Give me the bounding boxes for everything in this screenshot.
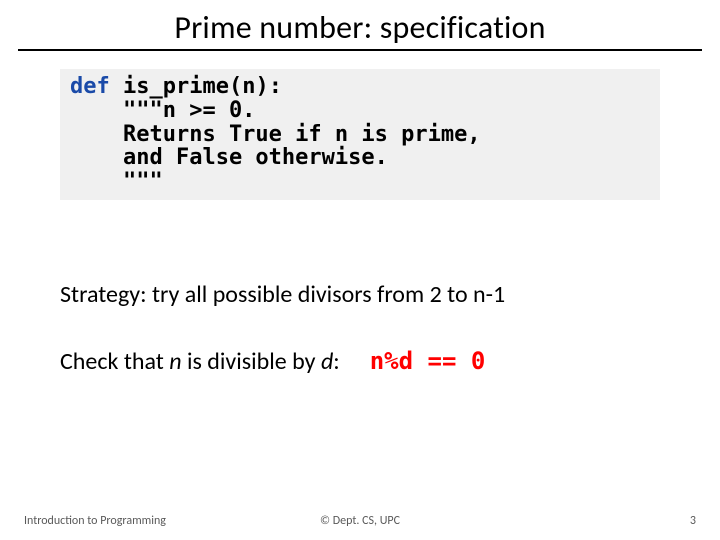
code-line1-rest: is_prime(n): <box>110 74 282 99</box>
footer-center: © Dept. CS, UPC <box>0 514 720 528</box>
code-block: def is_prime(n): """n >= 0. Returns True… <box>60 69 660 200</box>
check-text: Check that n is divisible by d: <box>60 347 340 376</box>
slide: Prime number: specification def is_prime… <box>0 0 720 540</box>
code-keyword: def <box>70 74 110 99</box>
check-code: n%d == 0 <box>370 347 486 375</box>
code-line5: """ <box>70 169 163 194</box>
title-underline <box>18 49 702 51</box>
code-line3: Returns True if n is prime, <box>70 122 481 147</box>
check-suffix: : <box>333 347 339 376</box>
footer-page-number: 3 <box>690 514 696 528</box>
strategy-text: Strategy: try all possible divisors from… <box>60 280 660 309</box>
check-middle: is divisible by <box>182 347 321 376</box>
code-line2: """n >= 0. <box>70 98 255 123</box>
check-n: n <box>169 347 181 376</box>
page-title: Prime number: specification <box>0 0 720 49</box>
check-row: Check that n is divisible by d: n%d == 0 <box>60 347 660 376</box>
check-prefix: Check that <box>60 347 169 376</box>
check-d: d <box>321 347 333 376</box>
code-line4: and False otherwise. <box>70 145 388 170</box>
